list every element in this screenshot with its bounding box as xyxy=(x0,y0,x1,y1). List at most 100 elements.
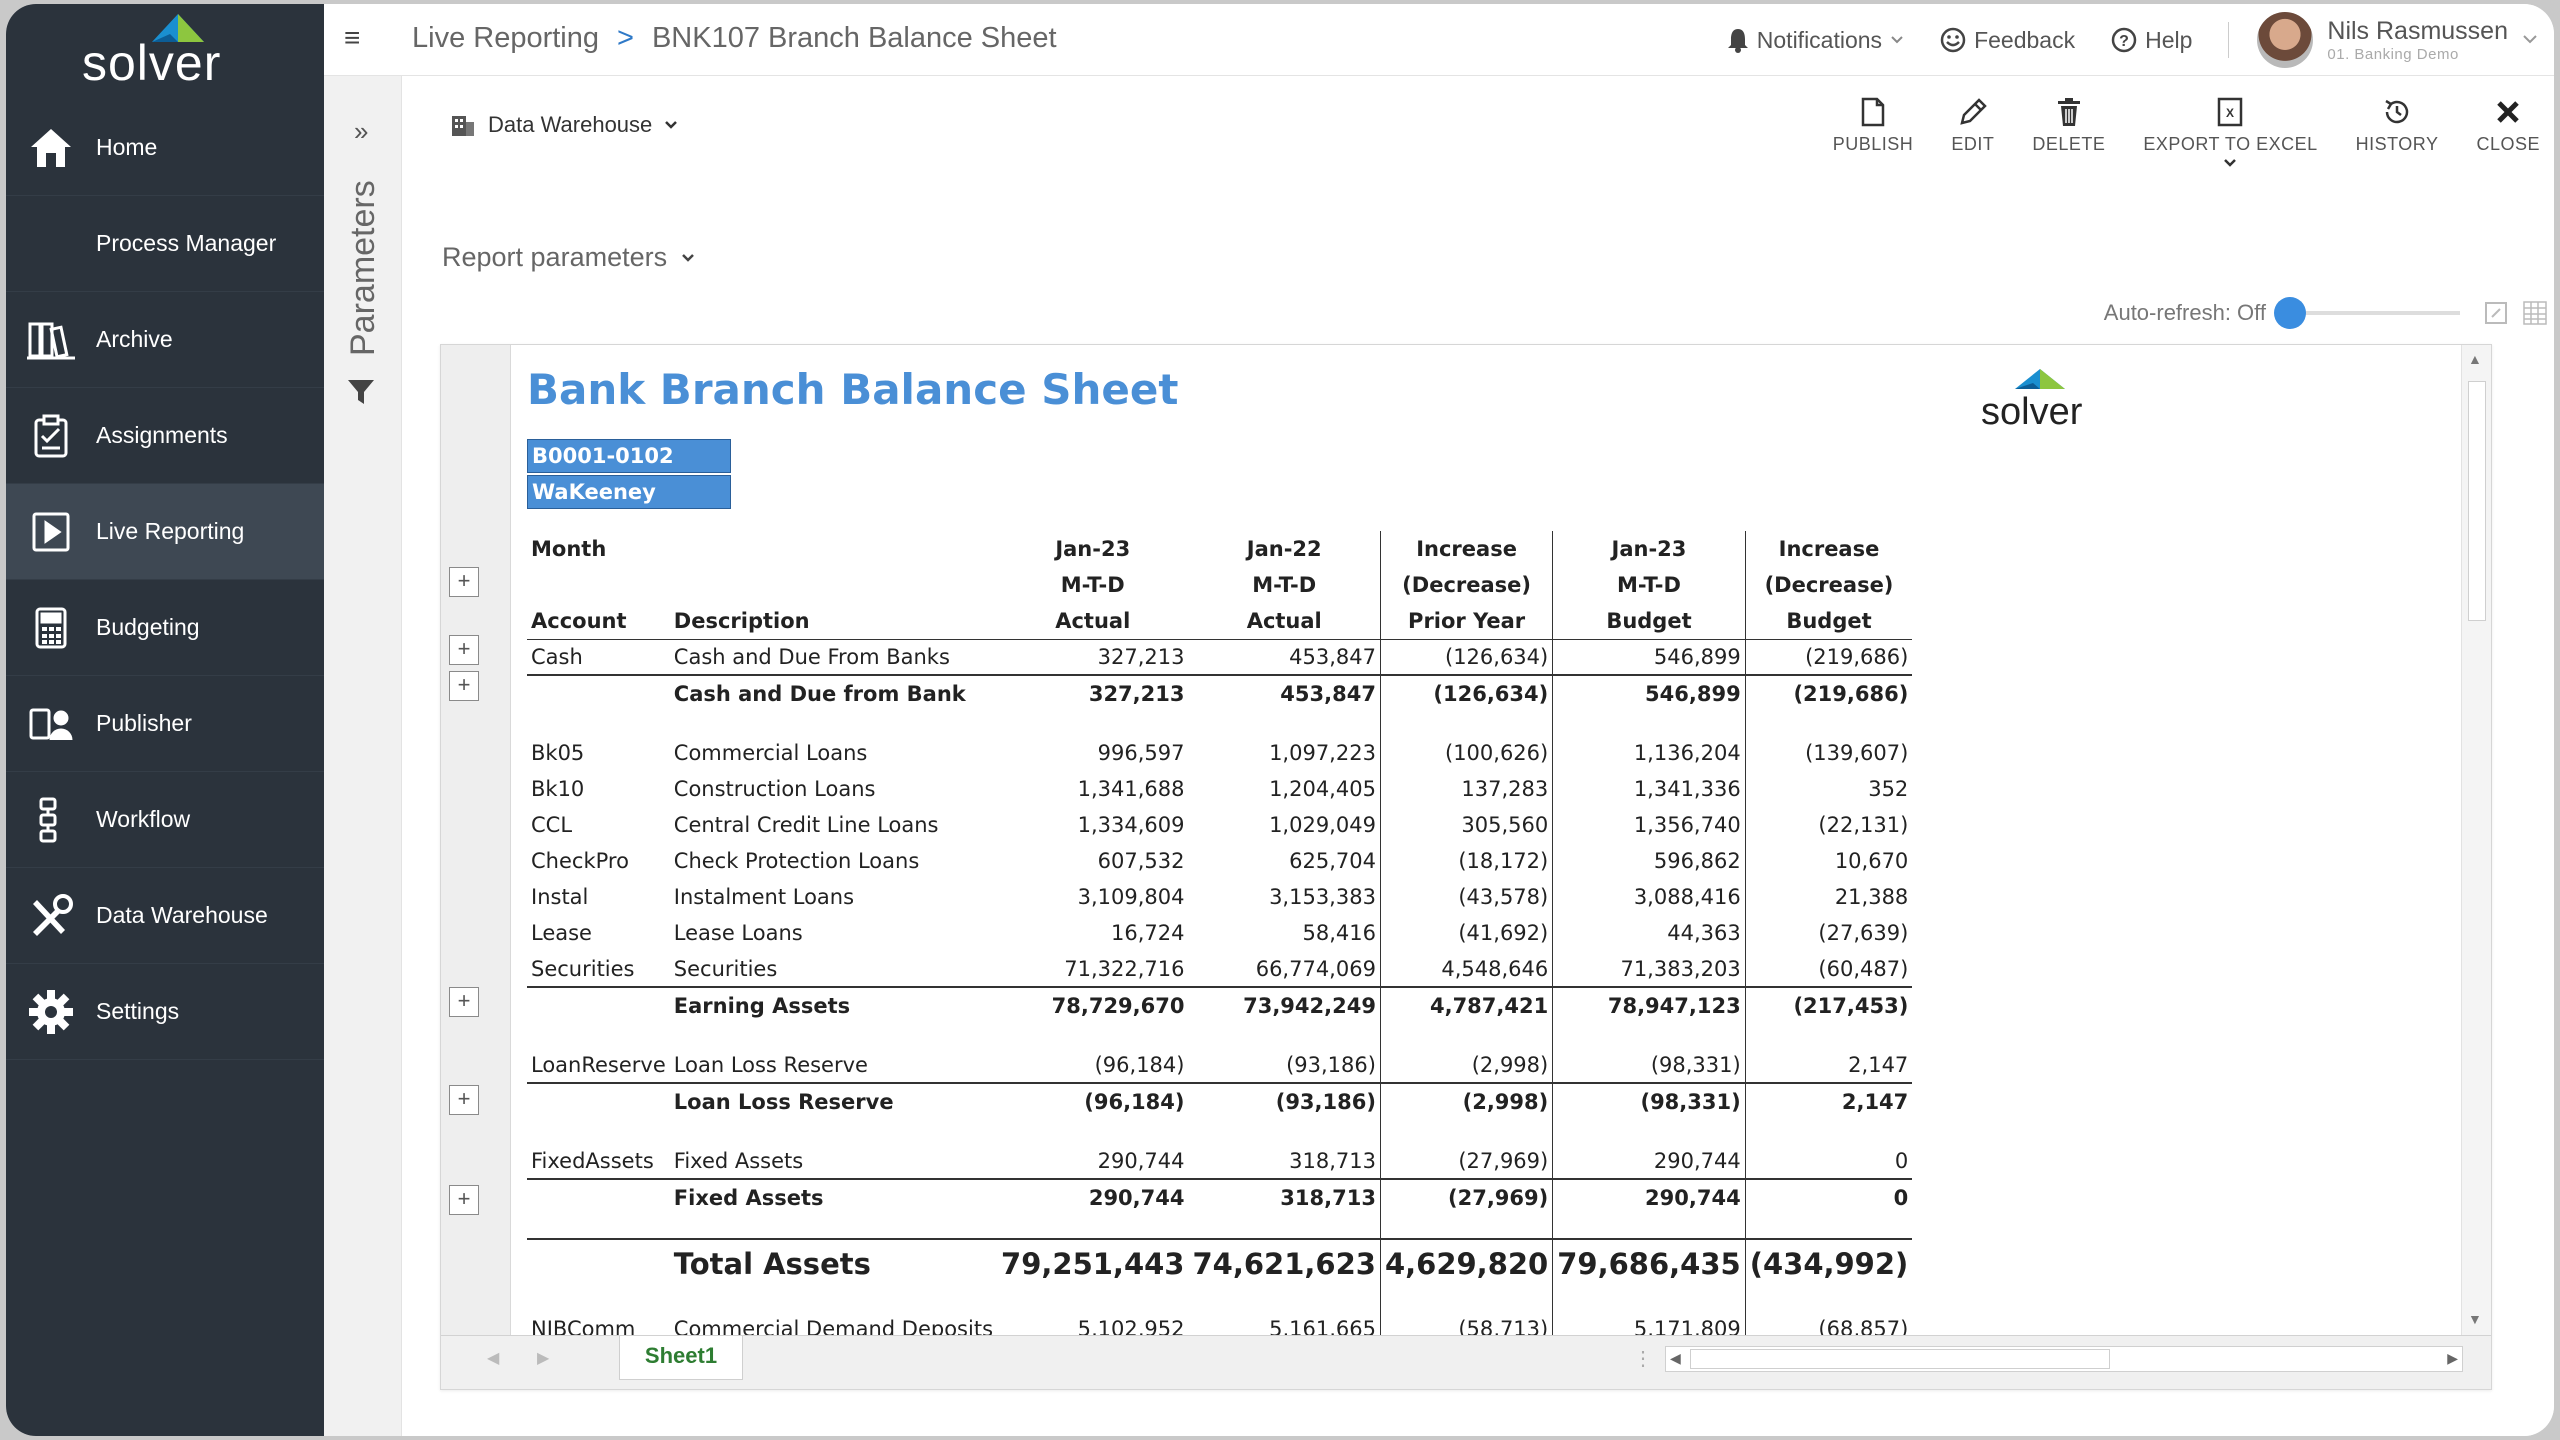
prev-sheet-icon[interactable]: ◀ xyxy=(487,1350,500,1367)
value-cell[interactable]: 79,251,443 xyxy=(997,1238,1189,1287)
account-cell[interactable]: Bk10 xyxy=(531,777,585,801)
value-cell[interactable]: 71,383,203 xyxy=(1552,951,1746,987)
description-cell[interactable]: Cash and Due From Banks xyxy=(673,644,950,669)
account-cell[interactable]: LoanReserve xyxy=(531,1052,666,1077)
account-cell[interactable]: Cash xyxy=(531,644,583,669)
user-menu[interactable]: Nils Rasmussen 01. Banking Demo xyxy=(2257,12,2538,68)
tab-splitter-icon[interactable]: ⋮ xyxy=(1633,1348,1653,1370)
slider-knob[interactable] xyxy=(2274,297,2306,329)
value-cell[interactable]: 453,847 xyxy=(1188,674,1381,711)
description-cell[interactable]: Loan Loss Reserve xyxy=(673,1052,868,1077)
next-sheet-icon[interactable]: ▶ xyxy=(537,1350,550,1367)
value-cell[interactable]: 1,029,049 xyxy=(1269,813,1376,837)
value-cell[interactable]: 1,097,223 xyxy=(1269,741,1376,765)
value-cell[interactable]: 3,153,383 xyxy=(1269,885,1376,909)
value-cell[interactable]: 137,283 xyxy=(1379,771,1553,807)
account-cell[interactable] xyxy=(527,674,670,711)
account-cell[interactable]: Bk05 xyxy=(531,741,585,765)
value-cell[interactable]: (98,331) xyxy=(1552,1047,1746,1083)
description-cell[interactable]: Check Protection Loans xyxy=(673,849,920,873)
value-cell[interactable]: 625,704 xyxy=(1289,849,1376,873)
value-cell[interactable]: 1,136,204 xyxy=(1552,735,1746,771)
edit-button[interactable]: EDIT xyxy=(1951,90,1994,155)
value-cell[interactable]: 73,942,249 xyxy=(1188,986,1381,1023)
solver-logo[interactable]: solver xyxy=(6,4,324,104)
value-cell[interactable]: (43,578) xyxy=(1379,879,1553,915)
value-cell[interactable]: (41,692) xyxy=(1379,915,1553,951)
value-cell[interactable]: 4,548,646 xyxy=(1379,951,1553,987)
description-cell[interactable]: Lease Loans xyxy=(673,921,803,945)
account-cell[interactable]: Instal xyxy=(531,885,589,909)
report-spreadsheet[interactable]: + + + + + + Bank Branch Balance Sheet B0… xyxy=(440,344,2492,1390)
sidebar-item-settings[interactable]: Settings xyxy=(6,964,324,1060)
value-cell[interactable]: (98,331) xyxy=(1552,1082,1746,1119)
feedback-button[interactable]: Feedback xyxy=(1940,27,2075,54)
value-cell[interactable]: 4,787,421 xyxy=(1379,986,1553,1023)
parameters-panel-toggle[interactable]: » Parameters xyxy=(324,76,402,1436)
filter-icon[interactable] xyxy=(346,378,376,406)
value-cell[interactable]: (126,634) xyxy=(1379,639,1553,675)
branch-name-cell[interactable]: WaKeeney Branch xyxy=(527,475,731,536)
scroll-left-icon[interactable]: ◀ xyxy=(1670,1350,1681,1366)
account-cell[interactable] xyxy=(527,986,670,1023)
value-cell[interactable]: 1,341,336 xyxy=(1552,771,1746,807)
value-cell[interactable]: 453,847 xyxy=(1289,644,1376,669)
report-parameters-toggle[interactable]: Report parameters xyxy=(442,242,695,273)
value-cell[interactable]: 290,744 xyxy=(1552,1178,1746,1215)
sidebar-item-workflow[interactable]: Workflow xyxy=(6,772,324,868)
expand-row-group-button[interactable]: + xyxy=(449,567,479,597)
sidebar-item-archive[interactable]: Archive xyxy=(6,292,324,388)
value-cell[interactable]: 996,597 xyxy=(1097,741,1185,765)
value-cell[interactable]: 21,388 xyxy=(1744,879,1913,915)
value-cell[interactable]: 327,213 xyxy=(997,674,1189,711)
value-cell[interactable]: (96,184) xyxy=(1094,1052,1185,1077)
value-cell[interactable]: (126,634) xyxy=(1379,674,1553,711)
account-cell[interactable] xyxy=(527,1178,670,1215)
value-cell[interactable]: 546,899 xyxy=(1552,639,1746,675)
close-button[interactable]: CLOSE xyxy=(2476,90,2540,155)
hamburger-menu-icon[interactable]: ≡ xyxy=(344,22,361,53)
account-cell[interactable]: CCL xyxy=(531,813,573,837)
expand-chevron-icon[interactable]: » xyxy=(354,116,369,146)
value-cell[interactable]: 290,744 xyxy=(1097,1148,1185,1173)
value-cell[interactable]: 352 xyxy=(1744,771,1913,807)
description-cell[interactable]: Fixed Assets xyxy=(673,1148,804,1173)
sidebar-item-live-reporting[interactable]: Live Reporting xyxy=(6,484,324,580)
value-cell[interactable]: 0 xyxy=(1744,1178,1913,1215)
value-cell[interactable]: 305,560 xyxy=(1379,807,1553,843)
value-cell[interactable]: (27,969) xyxy=(1379,1143,1553,1179)
value-cell[interactable]: 3,088,416 xyxy=(1552,879,1746,915)
description-cell[interactable]: Commercial Loans xyxy=(673,741,868,765)
value-cell[interactable]: (139,607) xyxy=(1744,735,1913,771)
account-cell[interactable]: CheckPro xyxy=(531,849,629,873)
horizontal-scrollbar[interactable]: ◀ ▶ xyxy=(1665,1346,2463,1372)
value-cell[interactable]: 2,147 xyxy=(1744,1047,1913,1083)
expand-icon[interactable] xyxy=(2484,301,2508,325)
value-cell[interactable]: (22,131) xyxy=(1744,807,1913,843)
scrollbar-thumb[interactable] xyxy=(2468,381,2486,621)
scroll-up-icon[interactable]: ▲ xyxy=(2468,351,2482,367)
value-cell[interactable]: 318,713 xyxy=(1289,1148,1376,1173)
value-cell[interactable]: (27,639) xyxy=(1744,915,1913,951)
value-cell[interactable]: 10,670 xyxy=(1744,843,1913,879)
sidebar-item-publisher[interactable]: Publisher xyxy=(6,676,324,772)
description-cell[interactable]: Cash and Due from Bank xyxy=(669,674,998,711)
description-cell[interactable]: Securities xyxy=(673,956,778,981)
value-cell[interactable]: (219,686) xyxy=(1744,639,1913,675)
grid-icon[interactable] xyxy=(2522,300,2548,326)
value-cell[interactable]: 2,147 xyxy=(1744,1082,1913,1119)
expand-row-group-button[interactable]: + xyxy=(449,671,479,701)
scrollbar-thumb[interactable] xyxy=(1690,1349,2110,1369)
value-cell[interactable]: 290,744 xyxy=(1552,1143,1746,1179)
export-to-excel-button[interactable]: X EXPORT TO EXCEL xyxy=(2143,90,2317,167)
account-cell[interactable] xyxy=(527,1082,670,1119)
account-cell[interactable]: Lease xyxy=(531,921,592,945)
value-cell[interactable]: 607,532 xyxy=(1097,849,1185,873)
description-cell[interactable]: Central Credit Line Loans xyxy=(673,813,939,837)
description-cell[interactable]: Loan Loss Reserve xyxy=(669,1082,998,1119)
value-cell[interactable]: 79,686,435 xyxy=(1552,1238,1746,1287)
value-cell[interactable]: 1,341,688 xyxy=(1077,777,1185,801)
value-cell[interactable]: (27,969) xyxy=(1379,1178,1553,1215)
value-cell[interactable]: 0 xyxy=(1744,1143,1913,1179)
value-cell[interactable]: 78,729,670 xyxy=(997,986,1189,1023)
